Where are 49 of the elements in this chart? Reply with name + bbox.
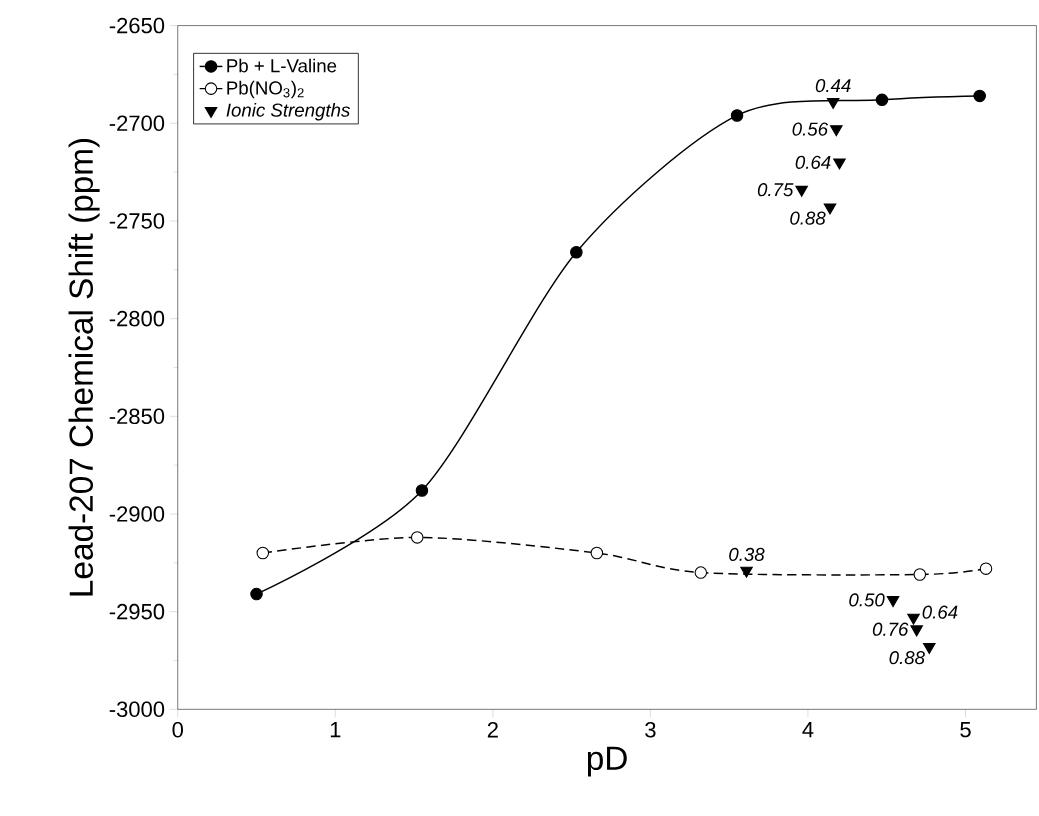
y-axis-title: Lead-207 Chemical Shift (ppm) — [68, 138, 100, 596]
point — [973, 89, 986, 103]
legend-label: Pb(NO$_{3}$)$_{2}$ — [227, 80, 304, 99]
y-tick-label: -2850 — [109, 408, 165, 425]
x-tick-label: 3 — [645, 722, 656, 738]
legend-label: Pb + L-Valine — [227, 58, 337, 73]
point — [410, 531, 424, 544]
point — [979, 562, 993, 575]
point — [250, 587, 263, 601]
x-axis-title: pD — [587, 746, 627, 777]
y-tick-label: -2900 — [109, 506, 165, 522]
x-tick-label: 2 — [487, 722, 498, 738]
point — [795, 185, 808, 197]
y-tick-label: -3000 — [109, 701, 165, 718]
x-tick-label: 1 — [330, 722, 341, 738]
point — [826, 97, 840, 109]
point — [886, 596, 900, 608]
point — [694, 566, 708, 579]
y-tick-label: -2950 — [109, 603, 165, 620]
point — [913, 568, 927, 581]
point — [590, 546, 604, 560]
point — [740, 566, 753, 578]
legend-label: Ionic Strengths — [226, 103, 350, 121]
y-tick-label: -2750 — [109, 213, 165, 229]
point — [730, 109, 744, 122]
annotation: 0.64 — [922, 605, 958, 619]
point — [830, 125, 843, 137]
point — [415, 484, 429, 497]
y-tick-label: -2800 — [109, 310, 165, 327]
annotation: 0.56 — [792, 122, 829, 136]
annotation: 0.75 — [757, 183, 794, 197]
y-tick-label: -2700 — [109, 115, 165, 132]
x-tick-label: 5 — [960, 722, 971, 738]
point — [256, 546, 270, 560]
point — [570, 245, 583, 259]
y-tick-label: -2650 — [109, 17, 165, 34]
x-tick-label: 4 — [802, 722, 814, 738]
annotation: 0.64 — [795, 155, 831, 169]
point — [907, 613, 920, 625]
x-tick-label: 0 — [172, 722, 183, 738]
annotation: 0.38 — [729, 547, 765, 562]
annotation: 0.88 — [889, 651, 925, 665]
annotation: 0.44 — [815, 78, 851, 93]
annotation: 0.88 — [790, 211, 826, 225]
point — [833, 158, 846, 170]
annotation: 0.50 — [849, 593, 885, 607]
annotation: 0.76 — [872, 622, 909, 636]
point — [875, 93, 889, 107]
point — [910, 625, 923, 637]
